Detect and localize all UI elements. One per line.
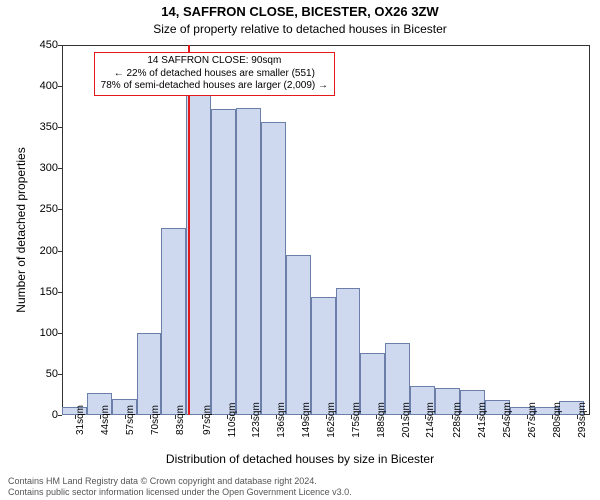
y-tick-label: 100: [40, 327, 58, 339]
y-tick-mark: [58, 45, 62, 46]
x-tick-label: 280sqm: [552, 402, 563, 438]
histogram-bar: [137, 333, 162, 415]
histogram-bar: [211, 109, 236, 415]
x-tick-mark: [351, 415, 352, 419]
y-tick-label: 450: [40, 39, 58, 51]
x-tick-label: 241sqm: [477, 402, 488, 438]
y-tick-label: 400: [40, 80, 58, 92]
x-tick-mark: [527, 415, 528, 419]
chart-title-sub: Size of property relative to detached ho…: [0, 22, 600, 36]
x-tick-label: 254sqm: [502, 402, 513, 438]
histogram-bar: [161, 228, 186, 415]
x-tick-label: 175sqm: [351, 402, 362, 438]
y-tick-label: 300: [40, 162, 58, 174]
annotation-line: 78% of semi-detached houses are larger (…: [101, 80, 328, 93]
y-tick-mark: [58, 209, 62, 210]
y-tick-mark: [58, 127, 62, 128]
x-tick-label: 44sqm: [100, 405, 111, 435]
y-tick-mark: [58, 333, 62, 334]
chart-title-main: 14, SAFFRON CLOSE, BICESTER, OX26 3ZW: [0, 4, 600, 19]
x-tick-mark: [75, 415, 76, 419]
x-tick-label: 188sqm: [376, 402, 387, 438]
x-tick-label: 136sqm: [276, 402, 287, 438]
histogram-bar: [236, 108, 261, 415]
x-tick-mark: [150, 415, 151, 419]
y-axis-label: Number of detached properties: [14, 147, 28, 312]
x-tick-mark: [251, 415, 252, 419]
x-tick-label: 110sqm: [227, 403, 238, 438]
x-tick-mark: [577, 415, 578, 419]
y-tick-label: 150: [40, 286, 58, 298]
histogram-bar: [311, 297, 336, 415]
x-tick-mark: [425, 415, 426, 419]
x-tick-mark: [301, 415, 302, 419]
annotation-callout: 14 SAFFRON CLOSE: 90sqm← 22% of detached…: [94, 52, 335, 96]
plot-area: 14 SAFFRON CLOSE: 90sqm← 22% of detached…: [62, 45, 590, 415]
x-tick-mark: [477, 415, 478, 419]
chart-container: 14, SAFFRON CLOSE, BICESTER, OX26 3ZW Si…: [0, 0, 600, 500]
histogram-bar: [261, 122, 286, 415]
reference-marker-line: [188, 45, 190, 415]
y-tick-mark: [58, 415, 62, 416]
x-tick-label: 267sqm: [527, 402, 538, 438]
x-tick-label: 123sqm: [251, 402, 262, 438]
y-tick-label: 200: [40, 245, 58, 257]
y-tick-mark: [58, 86, 62, 87]
x-tick-label: 57sqm: [125, 405, 136, 435]
y-tick-mark: [58, 168, 62, 169]
footer-line-1: Contains HM Land Registry data © Crown c…: [8, 476, 592, 487]
x-tick-label: 83sqm: [175, 405, 186, 435]
x-tick-label: 31sqm: [75, 405, 86, 435]
x-tick-label: 97sqm: [202, 405, 213, 435]
x-tick-mark: [401, 415, 402, 419]
y-tick-mark: [58, 374, 62, 375]
annotation-line: ← 22% of detached houses are smaller (55…: [101, 68, 328, 81]
x-tick-mark: [227, 415, 228, 419]
histogram-bar: [286, 255, 311, 415]
x-tick-mark: [452, 415, 453, 419]
x-tick-mark: [276, 415, 277, 419]
x-tick-label: 228sqm: [452, 402, 463, 438]
y-tick-label: 350: [40, 121, 58, 133]
annotation-line: 14 SAFFRON CLOSE: 90sqm: [101, 55, 328, 68]
footer-line-2: Contains public sector information licen…: [8, 487, 592, 498]
x-tick-mark: [125, 415, 126, 419]
y-tick-mark: [58, 292, 62, 293]
chart-footer: Contains HM Land Registry data © Crown c…: [8, 476, 592, 498]
x-tick-mark: [175, 415, 176, 419]
x-tick-mark: [326, 415, 327, 419]
x-tick-mark: [502, 415, 503, 419]
y-tick-label: 50: [46, 368, 58, 380]
x-axis-label: Distribution of detached houses by size …: [0, 452, 600, 466]
x-tick-mark: [376, 415, 377, 419]
x-tick-label: 149sqm: [301, 402, 312, 438]
x-tick-label: 214sqm: [425, 402, 436, 438]
x-tick-mark: [202, 415, 203, 419]
x-tick-label: 162sqm: [326, 402, 337, 438]
x-tick-mark: [552, 415, 553, 419]
x-tick-mark: [100, 415, 101, 419]
y-tick-label: 250: [40, 203, 58, 215]
x-tick-label: 70sqm: [150, 405, 161, 435]
x-tick-label: 293sqm: [577, 402, 588, 438]
y-tick-mark: [58, 251, 62, 252]
histogram-bar: [336, 288, 361, 415]
x-tick-label: 201sqm: [401, 402, 412, 438]
